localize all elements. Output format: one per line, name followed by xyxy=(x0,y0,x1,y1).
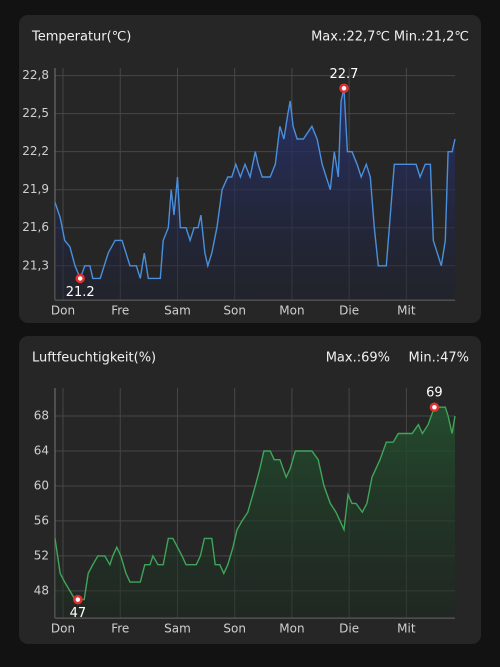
marker xyxy=(75,273,85,284)
y-tick-label: 68 xyxy=(34,408,49,422)
x-tick-label: Sam xyxy=(164,622,191,636)
marker xyxy=(429,402,440,412)
max-label: Max.:69% xyxy=(326,351,390,366)
annotation: 69 xyxy=(426,386,443,401)
line xyxy=(54,406,456,601)
y-tick-label: 21,3 xyxy=(22,258,49,272)
annotation: 22.7 xyxy=(330,67,359,82)
min-label: Min.:47% xyxy=(409,351,469,366)
max-label: Max.:22,7℃ xyxy=(311,30,390,45)
x-tick-label: Don xyxy=(51,304,75,318)
y-tick-label: 22,8 xyxy=(22,68,49,82)
line xyxy=(54,88,456,281)
x-tick-label: Sam xyxy=(164,304,191,318)
x-tick-label: Mit xyxy=(397,304,416,318)
x-tick-label: Fre xyxy=(111,304,129,318)
x-tick-label: Mon xyxy=(279,304,304,318)
y-tick-label: 52 xyxy=(34,548,49,562)
y-tick-label: 21,9 xyxy=(22,182,49,196)
x-tick-label: Son xyxy=(223,304,246,318)
x-tick-label: Die xyxy=(339,622,359,636)
marker xyxy=(339,83,349,94)
area xyxy=(55,407,455,618)
y-tick-label: 22,2 xyxy=(22,144,49,158)
y-tick-label: 21,6 xyxy=(22,220,49,234)
x-tick-label: Mon xyxy=(279,622,304,636)
y-tick-label: 22,5 xyxy=(22,106,49,120)
x-tick-label: Son xyxy=(223,622,246,636)
y-tick-label: 64 xyxy=(34,443,49,457)
area xyxy=(55,88,455,300)
min-label: Min.:21,2℃ xyxy=(394,30,469,45)
x-tick-label: Mit xyxy=(397,622,416,636)
y-tick-label: 60 xyxy=(34,478,49,492)
annotation: 21.2 xyxy=(66,285,95,300)
y-tick-label: 48 xyxy=(34,583,49,597)
marker xyxy=(73,594,83,605)
chart-title: Luftfeuchtigkeit(%) xyxy=(32,351,156,366)
x-tick-label: Don xyxy=(51,622,75,636)
annotation: 47 xyxy=(70,606,87,621)
x-tick-label: Die xyxy=(339,304,359,318)
chart-title: Temperatur(℃) xyxy=(31,30,131,45)
y-tick-label: 56 xyxy=(34,513,49,527)
x-tick-label: Fre xyxy=(111,622,129,636)
